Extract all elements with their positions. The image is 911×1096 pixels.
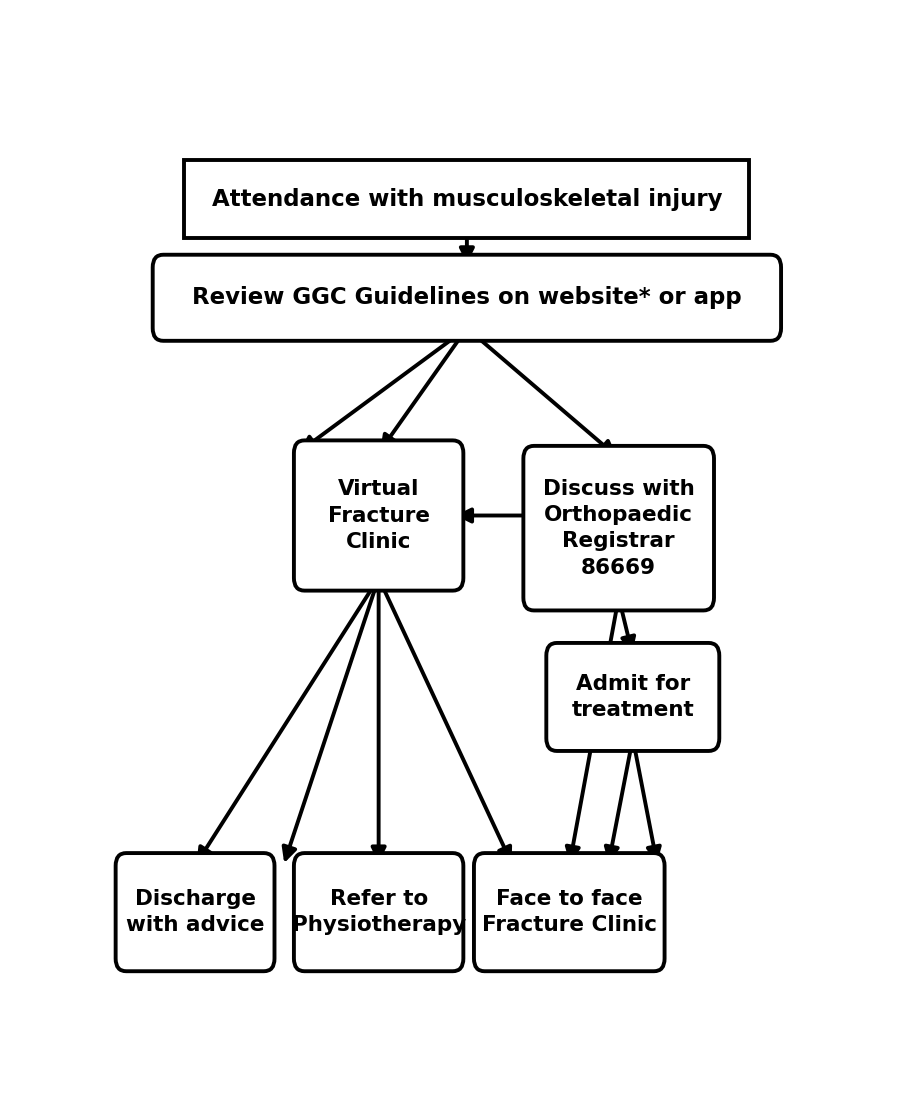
FancyBboxPatch shape: [294, 853, 464, 971]
FancyBboxPatch shape: [116, 853, 274, 971]
Text: Admit for
treatment: Admit for treatment: [571, 674, 694, 720]
Text: Discharge
with advice: Discharge with advice: [126, 889, 264, 935]
Text: Refer to
Physiotherapy: Refer to Physiotherapy: [292, 889, 466, 935]
Text: Attendance with musculoskeletal injury: Attendance with musculoskeletal injury: [211, 187, 722, 210]
FancyBboxPatch shape: [523, 446, 714, 610]
Text: Face to face
Fracture Clinic: Face to face Fracture Clinic: [482, 889, 657, 935]
FancyBboxPatch shape: [184, 160, 749, 238]
Text: Discuss with
Orthopaedic
Registrar
86669: Discuss with Orthopaedic Registrar 86669: [543, 479, 694, 578]
Text: Review GGC Guidelines on website* or app: Review GGC Guidelines on website* or app: [192, 286, 742, 309]
FancyBboxPatch shape: [153, 254, 781, 341]
FancyBboxPatch shape: [547, 643, 720, 751]
FancyBboxPatch shape: [294, 441, 464, 591]
FancyBboxPatch shape: [474, 853, 665, 971]
Text: Virtual
Fracture
Clinic: Virtual Fracture Clinic: [328, 479, 430, 552]
